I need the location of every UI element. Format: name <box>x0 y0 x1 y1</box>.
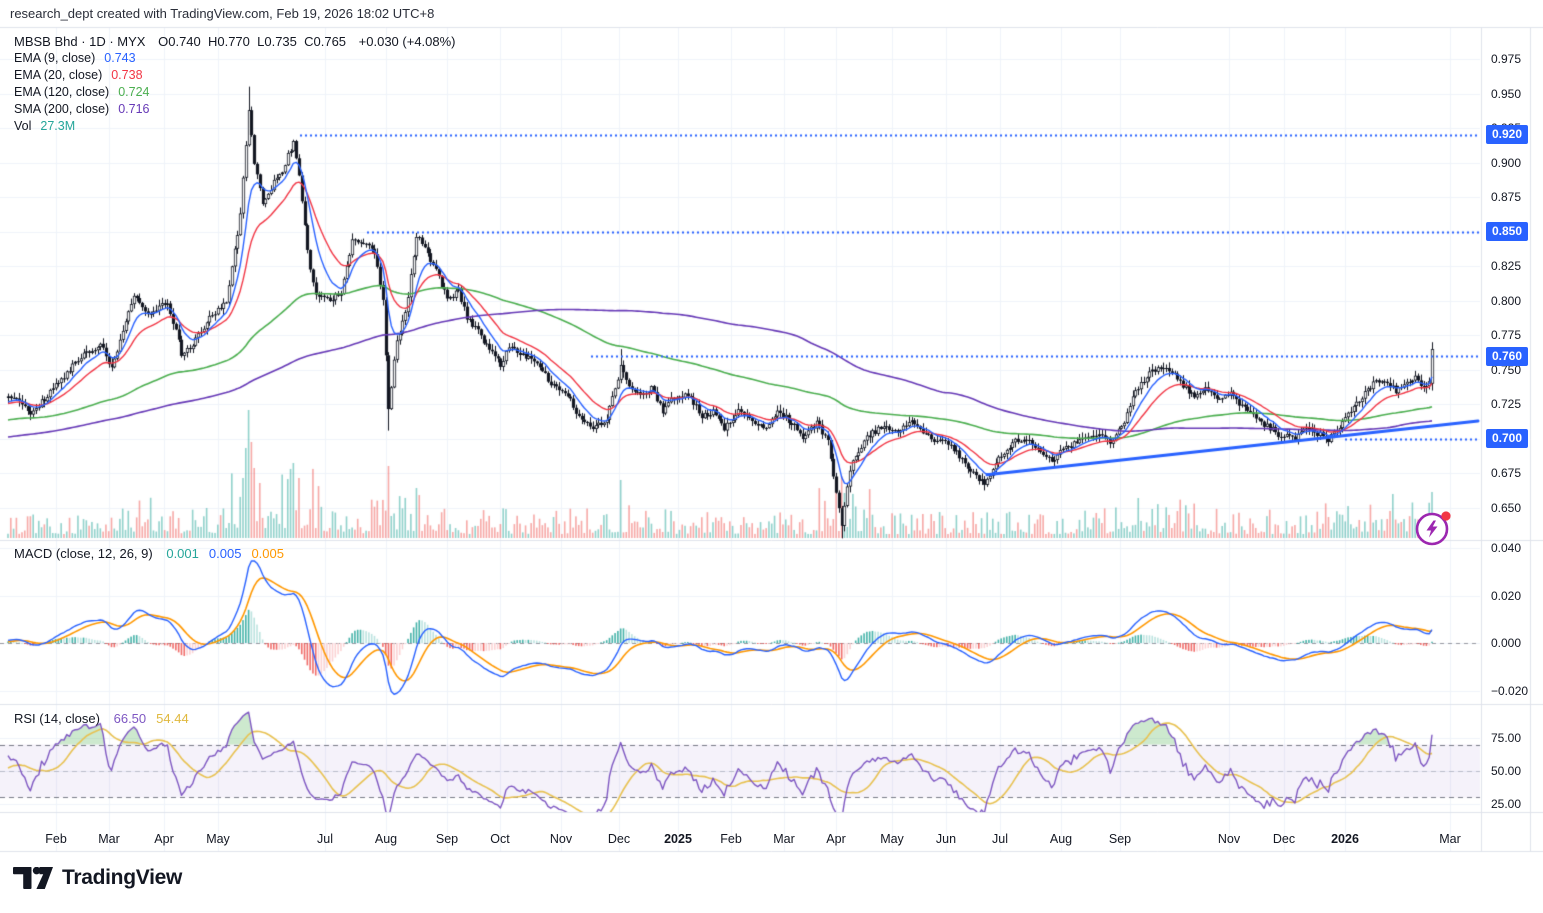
time-axis-label: May <box>880 832 904 846</box>
time-axis-label: Aug <box>1049 832 1073 846</box>
indicator-label: SMA (200, close) <box>14 102 110 116</box>
indicator-value: 27.3M <box>40 119 76 133</box>
price-level-badge: 0.920 <box>1486 125 1528 145</box>
time-axis-label: May <box>206 832 230 846</box>
price-axis-label: 0.900 <box>1491 155 1522 170</box>
rsi-legend[interactable]: RSI (14, close) 66.50 54.44 <box>14 711 189 726</box>
legend-value: 0.005 <box>251 546 284 561</box>
macd-label: MACD (close, 12, 26, 9) <box>14 546 153 561</box>
legend-value: 0.001 <box>166 546 199 561</box>
time-axis-label: Apr <box>826 832 846 846</box>
price-axis-label: 0.875 <box>1491 190 1522 205</box>
price-level-badge: 0.760 <box>1486 346 1528 366</box>
price-axis-label: 0.775 <box>1491 328 1522 343</box>
time-axis-label: Apr <box>154 832 174 846</box>
symbol-title-row[interactable]: MBSB Bhd · 1D · MYX O0.740 H0.770 L0.735… <box>14 33 456 50</box>
symbol-title: MBSB Bhd · 1D · MYX <box>14 34 146 49</box>
tradingview-logo[interactable]: TradingView <box>13 866 182 890</box>
indicator-label: EMA (9, close) <box>14 51 96 65</box>
time-axis-label: Mar <box>773 832 795 846</box>
time-axis-label: Mar <box>98 832 120 846</box>
macd-values: 0.001 0.005 0.005 <box>156 546 284 561</box>
time-axis-label: Oct <box>490 832 510 846</box>
indicator-row-sma[interactable]: SMA (200, close) 0.716 <box>14 101 456 118</box>
macd-legend[interactable]: MACD (close, 12, 26, 9) 0.001 0.005 0.005 <box>14 546 284 561</box>
tradingview-logo-text: TradingView <box>62 866 183 889</box>
time-axis-label: Dec <box>1272 832 1296 846</box>
time-axis-label: Sep <box>435 832 459 846</box>
price-axis-label: 0.725 <box>1491 397 1522 412</box>
price-axis-label: 0.825 <box>1491 259 1522 274</box>
time-axis-label: 2025 <box>664 832 692 846</box>
time-axis-label: Nov <box>1217 832 1241 846</box>
indicator-row-ema[interactable]: EMA (20, close) 0.738 <box>14 67 456 84</box>
price-axis-label: 0.750 <box>1491 362 1522 377</box>
indicator-label: Vol <box>14 119 32 133</box>
rsi-pane[interactable] <box>0 705 1480 812</box>
time-axis-label: Aug <box>374 832 398 846</box>
indicator-value: 0.724 <box>118 85 150 99</box>
indicator-row-ema[interactable]: EMA (9, close) 0.743 <box>14 50 456 67</box>
indicator-row-vol[interactable]: Vol 27.3M <box>14 118 456 135</box>
price-axis-label: 0.650 <box>1491 500 1522 515</box>
tradingview-logo-mark <box>13 867 53 889</box>
legend-value: 0.005 <box>208 546 242 561</box>
time-axis-label: Dec <box>607 832 631 846</box>
time-axis-label: Jun <box>935 832 957 846</box>
symbol-legend: MBSB Bhd · 1D · MYX O0.740 H0.770 L0.735… <box>14 33 456 135</box>
macd-axis-label: 0.020 <box>1491 588 1522 603</box>
time-axis-label: Nov <box>549 832 573 846</box>
time-axis-label: 2026 <box>1331 832 1359 846</box>
indicator-label: EMA (120, close) <box>14 85 110 99</box>
price-axis-label: 0.975 <box>1491 52 1522 66</box>
rsi-label: RSI (14, close) <box>14 711 100 726</box>
indicator-value: 0.738 <box>111 68 143 82</box>
price-axis-label: 0.950 <box>1491 86 1522 101</box>
notification-dot <box>1441 511 1451 521</box>
indicator-row-ema[interactable]: EMA (120, close) 0.724 <box>14 84 456 101</box>
indicator-value: 0.743 <box>104 51 136 65</box>
macd-axis-label: −0.020 <box>1491 683 1529 698</box>
change-value: +0.030 (+4.08%) <box>358 34 456 49</box>
time-axis-label: Jul <box>317 832 333 846</box>
time-axis-label: Mar <box>1439 832 1461 846</box>
price-level-badge: 0.850 <box>1486 222 1528 242</box>
price-axis-label: 0.800 <box>1491 293 1522 308</box>
rsi-values: 66.50 54.44 <box>104 711 189 726</box>
flash-alert-button[interactable] <box>1412 507 1456 556</box>
indicator-label: EMA (20, close) <box>14 68 103 82</box>
macd-axis-label: 0.040 <box>1491 541 1522 555</box>
ohlc-values: O0.740 H0.770 L0.735 C0.765 <box>158 34 347 49</box>
time-axis-label: Jul <box>992 832 1008 846</box>
price-axis-label: 0.675 <box>1491 466 1522 481</box>
legend-value: 54.44 <box>156 711 189 726</box>
rsi-axis-label: 50.00 <box>1491 764 1522 778</box>
indicator-value: 0.716 <box>118 102 150 116</box>
time-axis-label: Feb <box>720 832 742 846</box>
lightning-icon <box>1426 520 1438 538</box>
macd-axis-label: 0.000 <box>1491 636 1522 650</box>
rsi-axis-label: 25.00 <box>1491 797 1522 811</box>
time-axis-label: Sep <box>1108 832 1132 846</box>
legend-value: 66.50 <box>113 711 147 726</box>
attribution-text: research_dept created with TradingView.c… <box>10 6 435 21</box>
time-axis-label: Feb <box>45 832 67 846</box>
price-level-badge: 0.700 <box>1486 429 1528 449</box>
indicator-legend: EMA (9, close) 0.743 EMA (20, close) 0.738 E… <box>14 50 456 135</box>
rsi-axis-label: 75.00 <box>1491 731 1522 745</box>
macd-pane[interactable] <box>0 541 1480 704</box>
